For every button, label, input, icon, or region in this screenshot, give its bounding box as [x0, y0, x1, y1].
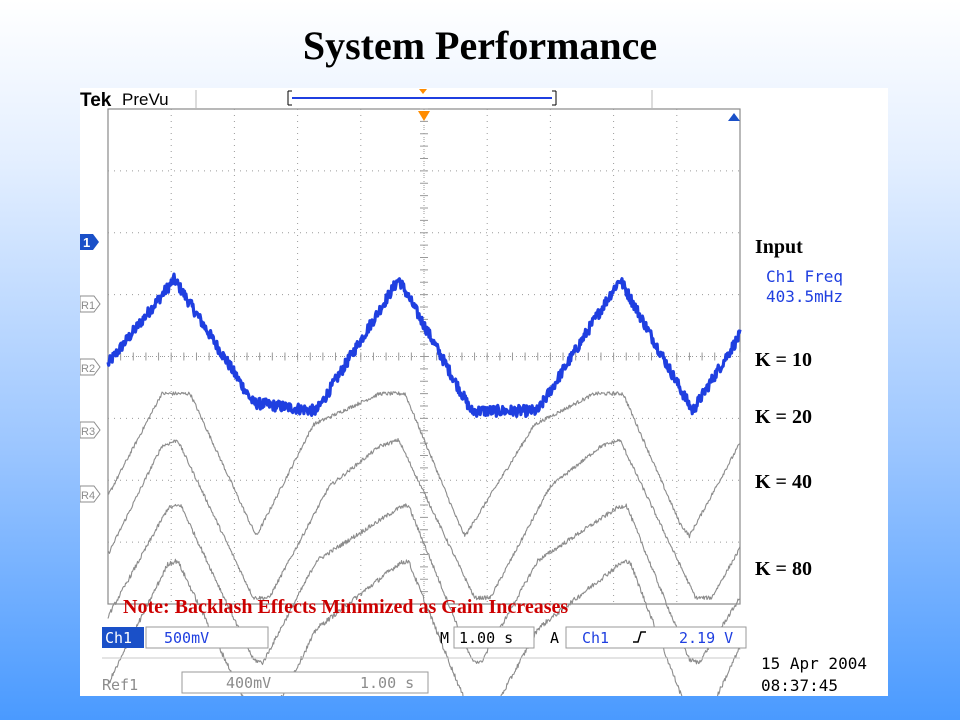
note-text: Note: Backlash Effects Minimized as Gain…	[123, 596, 568, 618]
mode-label: PreVu	[122, 90, 169, 109]
trace-k20	[107, 438, 741, 601]
timebase-prefix: M	[440, 629, 449, 647]
trigger-position-small-icon	[419, 89, 427, 94]
record-length-indicator	[287, 89, 557, 106]
ref1-label: Ref1	[102, 676, 138, 694]
channel-marker-r3[interactable]: R3	[80, 421, 101, 439]
slide-title: System Performance	[302, 23, 658, 68]
ref1-time: 1.00 s	[360, 674, 414, 692]
trigger-source: Ch1	[582, 629, 609, 647]
trigger-point-icon	[418, 111, 430, 121]
channel-marker-r2-label: R2	[81, 363, 95, 375]
channel-marker-r2[interactable]: R2	[80, 358, 101, 376]
label-input: Input	[755, 236, 803, 258]
ch1-scale: 500mV	[164, 629, 209, 647]
timebase-value: 1.00 s	[459, 629, 513, 647]
channel-marker-r4-label: R4	[81, 490, 95, 502]
timebase-box[interactable]	[453, 626, 535, 649]
brand-logo: Tek	[80, 90, 112, 111]
status-bar: Ch1 500mV M 1.00 s A Ch1 2.19 V Ref1 400…	[102, 626, 867, 695]
trace-k10	[107, 391, 741, 539]
date-display: 15 Apr 2004	[761, 654, 867, 673]
trigger-box[interactable]	[565, 626, 747, 649]
ref1-scale: 400mV	[226, 674, 271, 692]
trigger-level-icon	[728, 113, 740, 121]
label-k20: K = 20	[755, 406, 812, 428]
time-display: 08:37:45	[761, 676, 838, 695]
trigger-level: 2.19 V	[679, 629, 733, 647]
trace-input	[106, 272, 742, 419]
channel-marker-r1-label: R1	[81, 300, 95, 312]
waveform-traces	[106, 272, 742, 696]
label-k10: K = 10	[755, 349, 812, 371]
trace-k40	[107, 503, 741, 666]
channel-marker-r3-label: R3	[81, 426, 95, 438]
ch1-badge[interactable]	[102, 627, 144, 648]
graticule-grid	[107, 108, 741, 605]
ch1-scale-box[interactable]	[145, 626, 269, 649]
channel-marker-r1[interactable]: R1	[80, 295, 101, 313]
channel-marker-ch1[interactable]: 1	[80, 234, 99, 250]
measurement-value: 403.5mHz	[766, 287, 843, 306]
measurement-name: Ch1 Freq	[766, 267, 843, 286]
label-k40: K = 40	[755, 471, 812, 493]
trigger-prefix: A	[550, 629, 559, 647]
oscilloscope-screen: Tek PreVu 1 R1 R2	[80, 88, 888, 696]
ch1-badge-label: Ch1	[105, 629, 132, 647]
label-k80: K = 80	[755, 558, 812, 580]
oscilloscope-svg: Tek PreVu 1 R1 R2	[80, 89, 867, 696]
channel-marker-r4[interactable]: R4	[80, 485, 101, 503]
rising-edge-icon	[633, 631, 646, 643]
ref1-box[interactable]	[181, 671, 429, 694]
channel-marker-ch1-label: 1	[83, 235, 90, 250]
